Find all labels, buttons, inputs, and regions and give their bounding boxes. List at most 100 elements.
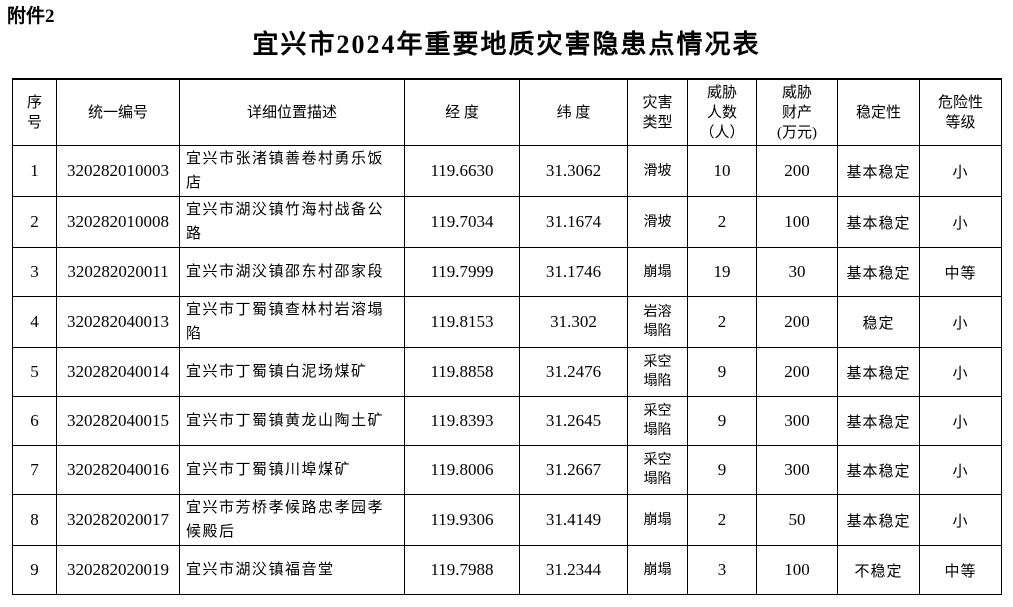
header-cell-location: 详细位置描述 — [179, 78, 405, 146]
table-cell: 宜兴市湖㳇镇竹海村战备公路 — [179, 196, 405, 248]
table-cell: 采空 塌陷 — [627, 347, 688, 397]
table-cell: 基本稳定 — [837, 145, 920, 197]
table-cell: 31.1674 — [519, 196, 628, 248]
table-cell: 小 — [919, 396, 1002, 446]
header-cell-risk-level: 危险性 等级 — [919, 78, 1002, 146]
table-cell: 200 — [756, 145, 838, 197]
header-cell-latitude: 纬 度 — [519, 78, 628, 146]
table-cell: 200 — [756, 347, 838, 397]
table-cell: 119.7999 — [404, 247, 520, 297]
table-cell: 采空 塌陷 — [627, 396, 688, 446]
table-header-row: 序 号 统一编号 详细位置描述 经 度 纬 度 灾害 类型 威胁 人数 （人） … — [12, 78, 1002, 146]
table-row: 5 320282040014 宜兴市丁蜀镇白泥场煤矿 119.8858 31.2476 采… — [12, 347, 1002, 397]
table-cell: 119.8006 — [404, 445, 520, 495]
table-cell: 320282040016 — [56, 445, 180, 495]
table-cell: 小 — [919, 445, 1002, 495]
table-row: 3 320282020011 宜兴市湖㳇镇邵东村邵家段 119.7999 31.1746… — [12, 247, 1002, 297]
table-cell: 100 — [756, 196, 838, 248]
table-cell: 31.1746 — [519, 247, 628, 297]
table-row: 9 320282020019 宜兴市湖㳇镇福音堂 119.7988 31.2344 崩塌 3… — [12, 545, 1002, 595]
table-cell: 基本稳定 — [837, 347, 920, 397]
table-cell: 119.9306 — [404, 494, 520, 546]
table-cell: 50 — [756, 494, 838, 546]
table-cell: 320282040014 — [56, 347, 180, 397]
table-cell: 3 — [12, 247, 57, 297]
table-cell: 100 — [756, 545, 838, 595]
table-cell: 小 — [919, 494, 1002, 546]
table-cell: 31.2344 — [519, 545, 628, 595]
table-cell: 320282040013 — [56, 296, 180, 348]
table-cell: 10 — [687, 145, 757, 197]
table-cell: 3 — [687, 545, 757, 595]
table-cell: 30 — [756, 247, 838, 297]
table-row: 4 320282040013 宜兴市丁蜀镇查林村岩溶塌陷 119.8153 31.302… — [12, 296, 1002, 348]
table-cell: 31.4149 — [519, 494, 628, 546]
table-cell: 119.7988 — [404, 545, 520, 595]
table-row: 8 320282020017 宜兴市芳桥孝候路忠孝园孝候殿后 119.9306 31.4… — [12, 494, 1002, 546]
hazard-table: 序 号 统一编号 详细位置描述 经 度 纬 度 灾害 类型 威胁 人数 （人） … — [12, 78, 1002, 595]
table-cell: 9 — [687, 445, 757, 495]
header-cell-stability: 稳定性 — [837, 78, 920, 146]
table-cell: 8 — [12, 494, 57, 546]
table-cell: 基本稳定 — [837, 396, 920, 446]
table-cell: 1 — [12, 145, 57, 197]
table-cell: 宜兴市湖㳇镇邵东村邵家段 — [179, 247, 405, 297]
table-row: 2 320282010008 宜兴市湖㳇镇竹海村战备公路 119.7034 31.167… — [12, 196, 1002, 248]
table-cell: 31.2667 — [519, 445, 628, 495]
table-cell: 基本稳定 — [837, 247, 920, 297]
table-cell: 9 — [687, 347, 757, 397]
table-cell: 小 — [919, 145, 1002, 197]
header-cell-unified-code: 统一编号 — [56, 78, 180, 146]
table-cell: 119.8153 — [404, 296, 520, 348]
table-row: 1 320282010003 宜兴市张渚镇善卷村勇乐饭店 119.6630 31.306… — [12, 145, 1002, 197]
table-cell: 200 — [756, 296, 838, 348]
table-cell: 119.6630 — [404, 145, 520, 197]
table-cell: 6 — [12, 396, 57, 446]
table-cell: 320282040015 — [56, 396, 180, 446]
table-cell: 31.3062 — [519, 145, 628, 197]
table-cell: 19 — [687, 247, 757, 297]
table-cell: 320282020017 — [56, 494, 180, 546]
table-cell: 宜兴市芳桥孝候路忠孝园孝候殿后 — [179, 494, 405, 546]
table-cell: 9 — [687, 396, 757, 446]
table-cell: 基本稳定 — [837, 494, 920, 546]
table-cell: 岩溶 塌陷 — [627, 296, 688, 348]
table-cell: 中等 — [919, 545, 1002, 595]
table-cell: 中等 — [919, 247, 1002, 297]
table-cell: 基本稳定 — [837, 445, 920, 495]
header-cell-disaster-type: 灾害 类型 — [627, 78, 688, 146]
table-cell: 7 — [12, 445, 57, 495]
header-cell-threatened-people: 威胁 人数 （人） — [687, 78, 757, 146]
table-cell: 2 — [12, 196, 57, 248]
table-cell: 2 — [687, 296, 757, 348]
table-cell: 稳定 — [837, 296, 920, 348]
table-row: 7 320282040016 宜兴市丁蜀镇川埠煤矿 119.8006 31.2667 采空… — [12, 445, 1002, 495]
table-body: 1 320282010003 宜兴市张渚镇善卷村勇乐饭店 119.6630 31.306… — [12, 145, 1002, 595]
table-cell: 宜兴市丁蜀镇查林村岩溶塌陷 — [179, 296, 405, 348]
table-cell: 崩塌 — [627, 247, 688, 297]
header-cell-longitude: 经 度 — [404, 78, 520, 146]
table-cell: 2 — [687, 196, 757, 248]
table-cell: 119.8393 — [404, 396, 520, 446]
table-cell: 300 — [756, 396, 838, 446]
table-cell: 300 — [756, 445, 838, 495]
table-cell: 宜兴市丁蜀镇川埠煤矿 — [179, 445, 405, 495]
page-title: 宜兴市2024年重要地质灾害隐患点情况表 — [252, 30, 761, 59]
table-cell: 宜兴市湖㳇镇福音堂 — [179, 545, 405, 595]
table-cell: 9 — [12, 545, 57, 595]
table-cell: 基本稳定 — [837, 196, 920, 248]
table-cell: 崩塌 — [627, 494, 688, 546]
table-cell: 320282010003 — [56, 145, 180, 197]
table-cell: 5 — [12, 347, 57, 397]
table-cell: 320282010008 — [56, 196, 180, 248]
table-cell: 31.302 — [519, 296, 628, 348]
table-cell: 崩塌 — [627, 545, 688, 595]
table-cell: 滑坡 — [627, 196, 688, 248]
table-cell: 320282020011 — [56, 247, 180, 297]
header-cell-threatened-property: 威胁 财产 (万元) — [756, 78, 838, 146]
table-cell: 31.2645 — [519, 396, 628, 446]
table-cell: 31.2476 — [519, 347, 628, 397]
table-cell: 4 — [12, 296, 57, 348]
table-cell: 滑坡 — [627, 145, 688, 197]
